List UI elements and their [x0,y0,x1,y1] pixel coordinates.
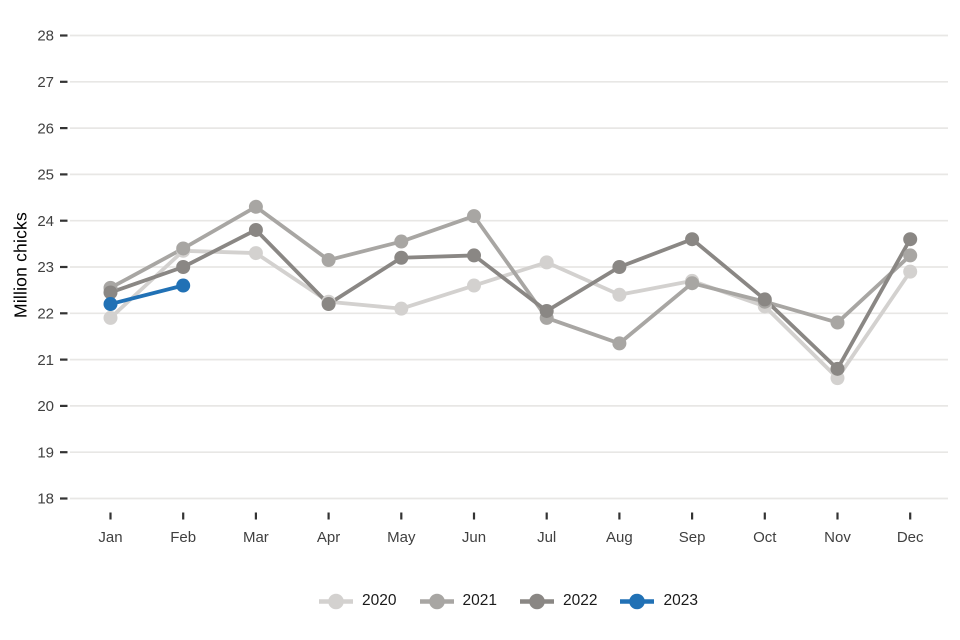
x-axis-tick-label: Feb [170,529,196,546]
data-point-2021-Aug [612,336,627,351]
series-line-2023 [108,283,186,306]
y-axis-tick-label: 18 [37,491,54,508]
x-axis-tick-label: Aug [606,529,633,546]
legend-marker-2023 [620,593,655,609]
data-point-2022-Sep [685,232,700,247]
data-point-2020-Mar [248,246,263,261]
legend-marker-2022 [520,593,554,609]
legend-label-2022: 2022 [563,592,598,609]
data-point-2023-Jan [103,297,118,312]
data-point-2021-Nov [830,315,845,330]
series-line-2021 [108,204,913,346]
legend-marker-2020 [319,593,354,609]
data-point-2023-Feb [176,278,191,293]
x-axis-tick-label: Jun [462,529,486,546]
data-point-2022-Apr [321,297,336,312]
y-axis-tick-label: 20 [37,398,54,415]
data-point-2021-Sep [685,276,700,291]
data-point-2022-Dec [903,232,918,247]
data-point-2022-Jan [103,285,118,300]
legend-label-2021: 2021 [462,592,497,609]
y-axis-tick-label: 23 [37,259,54,276]
legend-label-2023: 2023 [663,592,698,609]
data-point-2020-May [394,301,409,316]
x-axis-tick-label: Mar [243,529,269,546]
y-axis-tick-label: 27 [37,74,54,91]
y-axis-tick-label: 24 [37,213,54,230]
data-point-2022-Aug [612,260,627,274]
data-point-2022-Oct [757,292,772,307]
data-point-2022-Jul [539,303,554,318]
data-point-2020-Jan [103,310,118,325]
data-point-2020-Jun [467,278,481,293]
legend-item-2023: 2023 [619,592,698,610]
x-axis-tick-label: May [387,529,416,546]
legend-item-2022: 2022 [519,592,597,610]
data-point-2021-May [394,234,409,249]
y-axis-tick-label: 21 [37,352,54,369]
legend-marker-2021 [419,593,454,609]
y-axis-tick-label: 25 [37,167,54,184]
legend-item-2020: 2020 [318,592,397,610]
chart-legend: 2020 2021 2022 2023 [0,583,960,619]
series-line-2020 [108,248,913,381]
x-axis-tick-label: Oct [753,529,777,546]
x-axis-tick-label: Jul [537,529,556,546]
data-point-2021-Feb [176,241,191,256]
data-point-2021-Mar [248,199,263,214]
y-axis-tick-label: 26 [37,120,54,137]
data-point-2022-Nov [830,361,845,376]
y-axis-tick-label: 28 [37,28,54,45]
series-line-2022 [108,228,913,371]
x-axis-tick-label: Dec [897,529,924,546]
data-point-2021-Apr [321,253,336,268]
data-point-2021-Jun [467,209,481,224]
x-axis-tick-label: Apr [317,529,340,546]
data-point-2020-Jul [539,255,554,270]
x-axis-tick-label: Jan [98,529,122,546]
legend-label-2020: 2020 [362,592,397,609]
data-point-2020-Dec [903,264,918,279]
y-axis-title: Million chicks [10,212,31,318]
data-point-2022-May [394,250,409,265]
legend-item-2021: 2021 [419,592,497,610]
y-axis-tick-label: 19 [37,444,54,461]
x-axis-tick-label: Nov [824,529,851,546]
y-axis-tick-label: 22 [37,306,54,323]
x-axis-tick-label: Sep [679,529,706,546]
data-point-2022-Feb [176,260,191,274]
data-point-2020-Aug [612,287,627,302]
data-point-2021-Dec [903,248,918,263]
data-point-2022-Jun [467,248,481,263]
data-point-2022-Mar [248,222,263,237]
